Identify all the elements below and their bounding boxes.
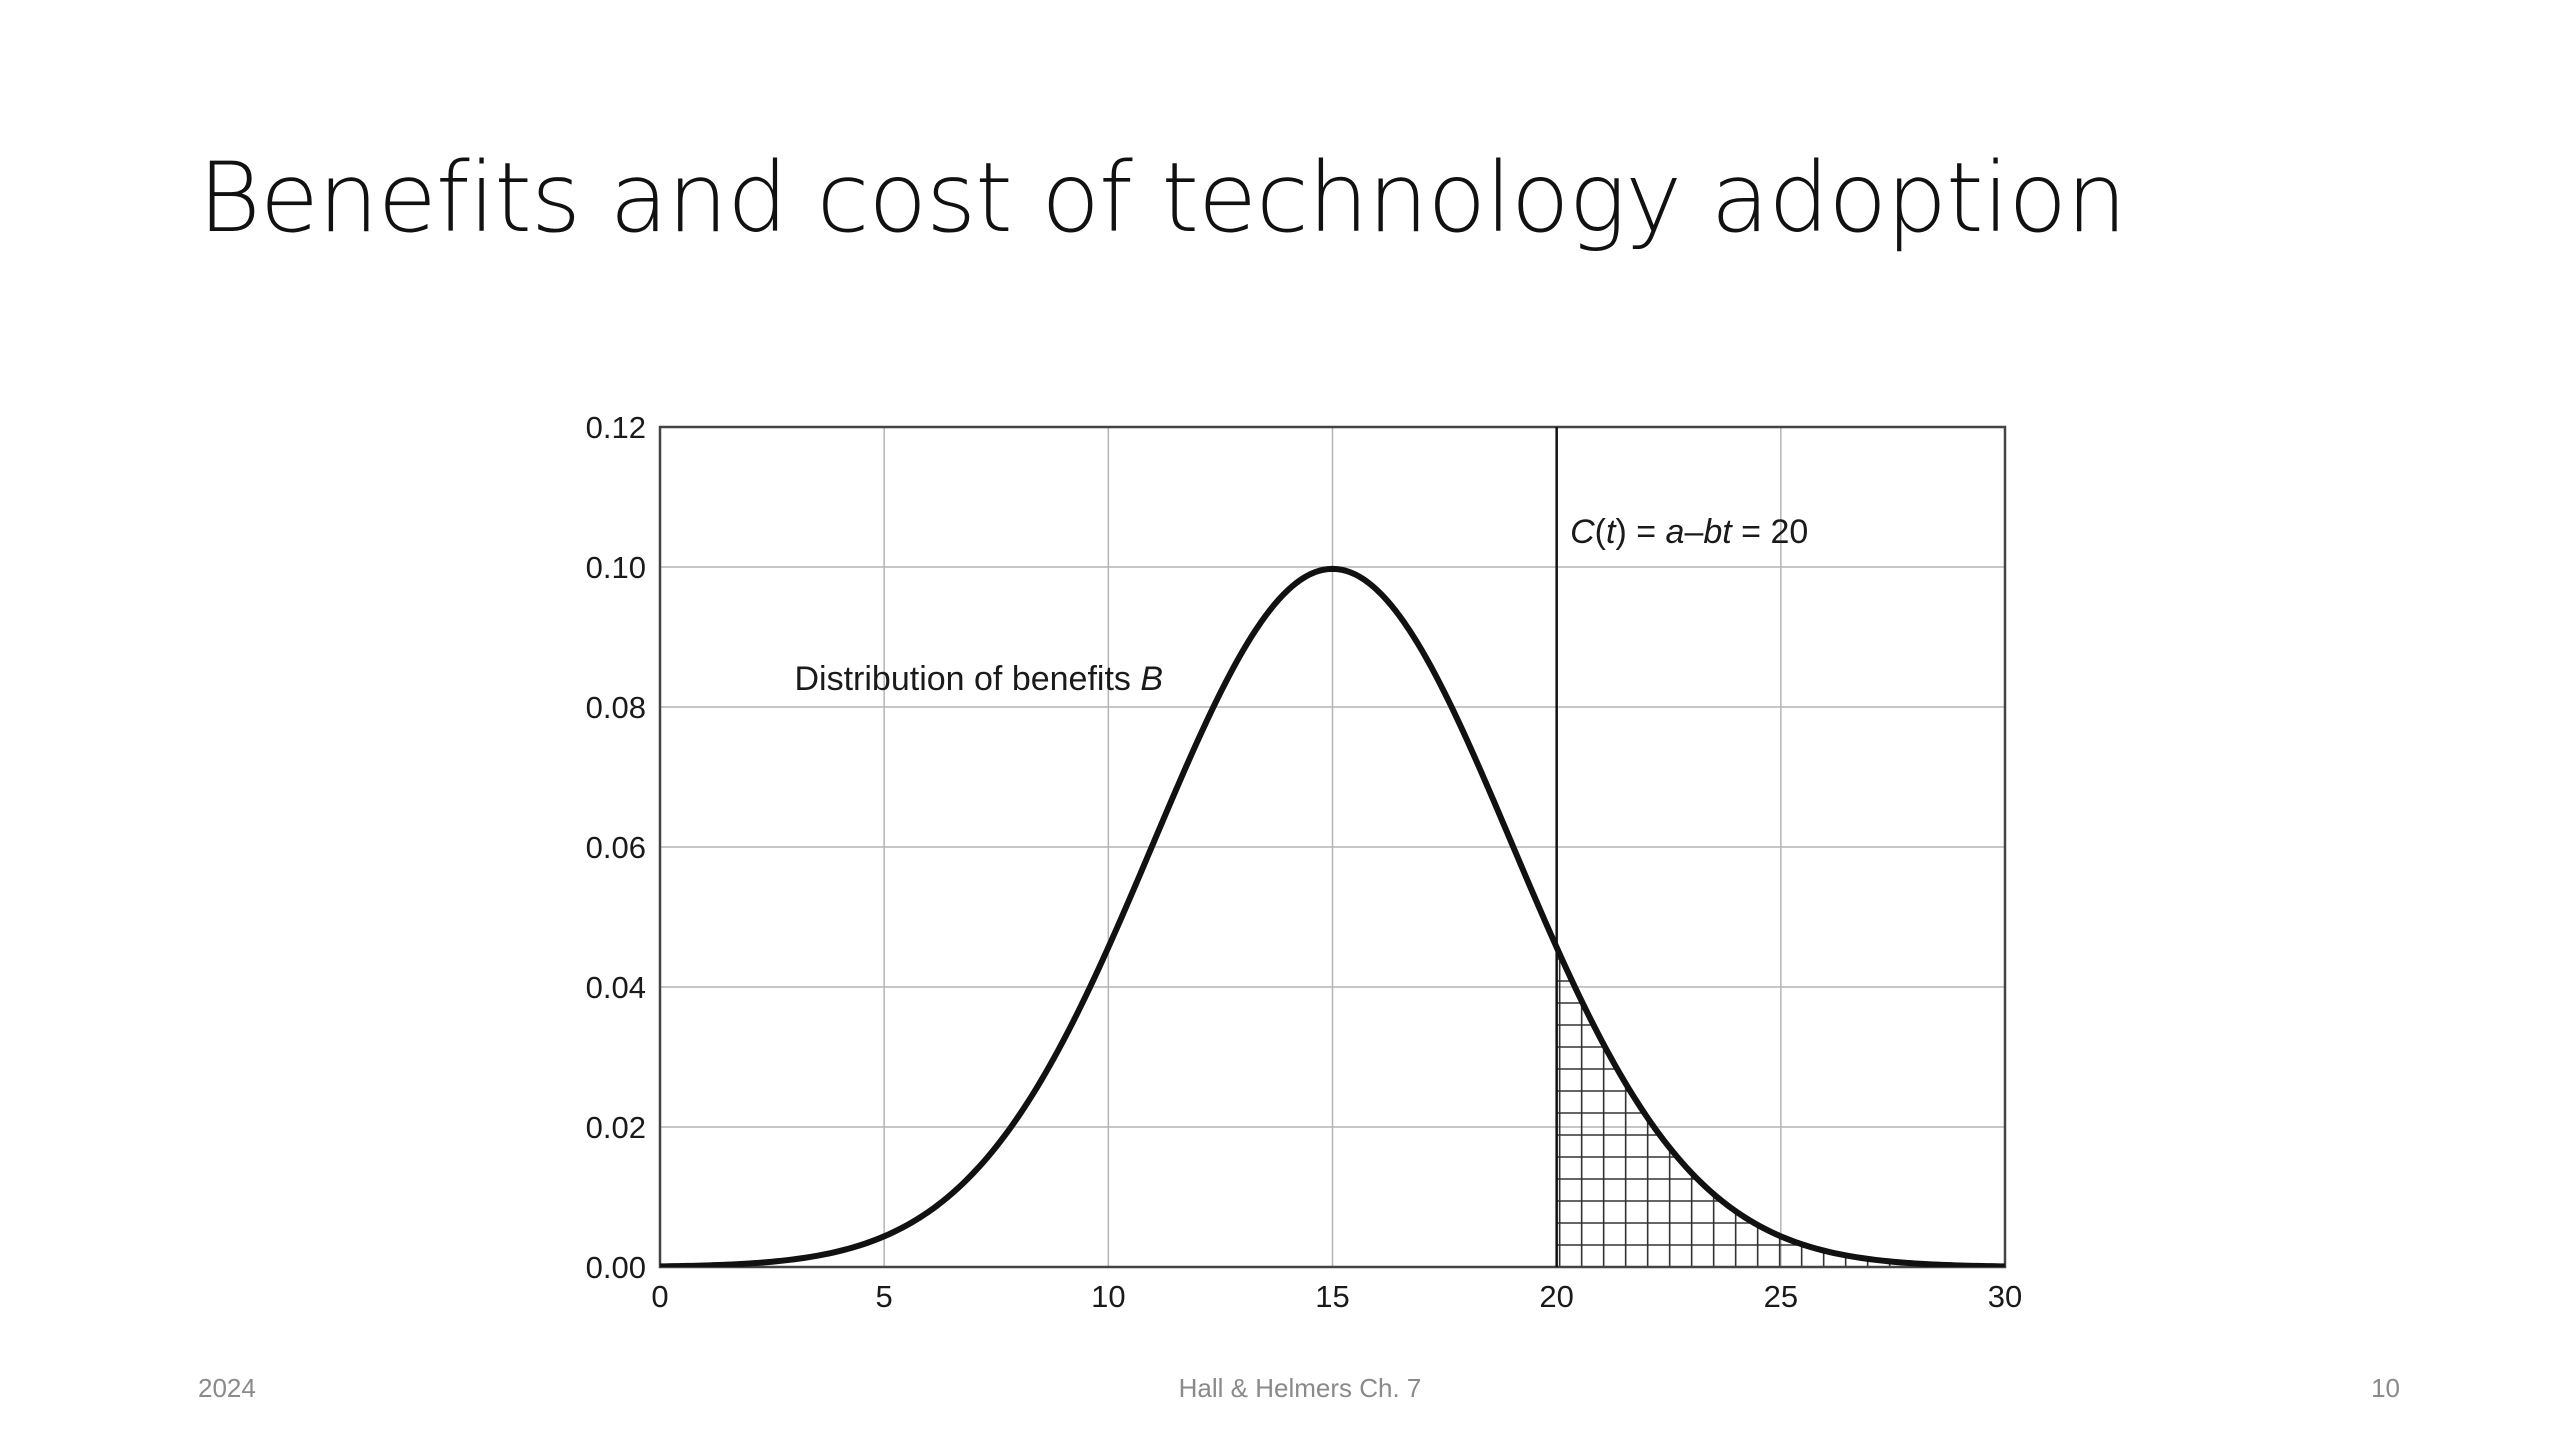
- footer-source: Hall & Helmers Ch. 7: [1178, 1373, 1422, 1403]
- x-tick-label: 30: [1988, 1279, 2022, 1314]
- y-tick-label: 0.02: [586, 1110, 646, 1145]
- x-tick-label: 25: [1764, 1279, 1798, 1314]
- plot-frame: [658, 425, 2007, 1269]
- footer-page-number: 10: [2371, 1373, 2400, 1403]
- x-tick-label: 10: [1091, 1279, 1125, 1314]
- x-tick-label: 20: [1539, 1279, 1573, 1314]
- slide-title: Benefits and cost of technology adoption: [198, 142, 2127, 254]
- cost-function-label: C(t) = a–bt = 20: [1570, 513, 1808, 551]
- x-tick-labels: 0 5 10 15 20 25 30: [651, 1279, 2022, 1314]
- y-tick-label: 0.00: [586, 1250, 646, 1285]
- y-tick-label: 0.06: [586, 830, 646, 865]
- x-tick-label: 5: [876, 1279, 893, 1314]
- y-tick-label: 0.10: [586, 550, 646, 585]
- x-tick-label: 15: [1315, 1279, 1349, 1314]
- x-tick-label: 0: [651, 1279, 668, 1314]
- y-tick-label: 0.12: [586, 410, 646, 445]
- footer-date: 2024: [198, 1373, 256, 1403]
- y-tick-labels: 0.00 0.02 0.04 0.06 0.08 0.10 0.12: [586, 410, 646, 1285]
- benefits-density-curve: [660, 565, 2005, 1267]
- gridlines: [660, 427, 2005, 1267]
- annotation-layer: Distribution of benefits B C(t) = a–bt = …: [795, 513, 1809, 698]
- series-layer: [660, 565, 2005, 1267]
- y-tick-label: 0.08: [586, 690, 646, 725]
- y-tick-label: 0.04: [586, 970, 646, 1005]
- distribution-label: Distribution of benefits B: [795, 660, 1164, 698]
